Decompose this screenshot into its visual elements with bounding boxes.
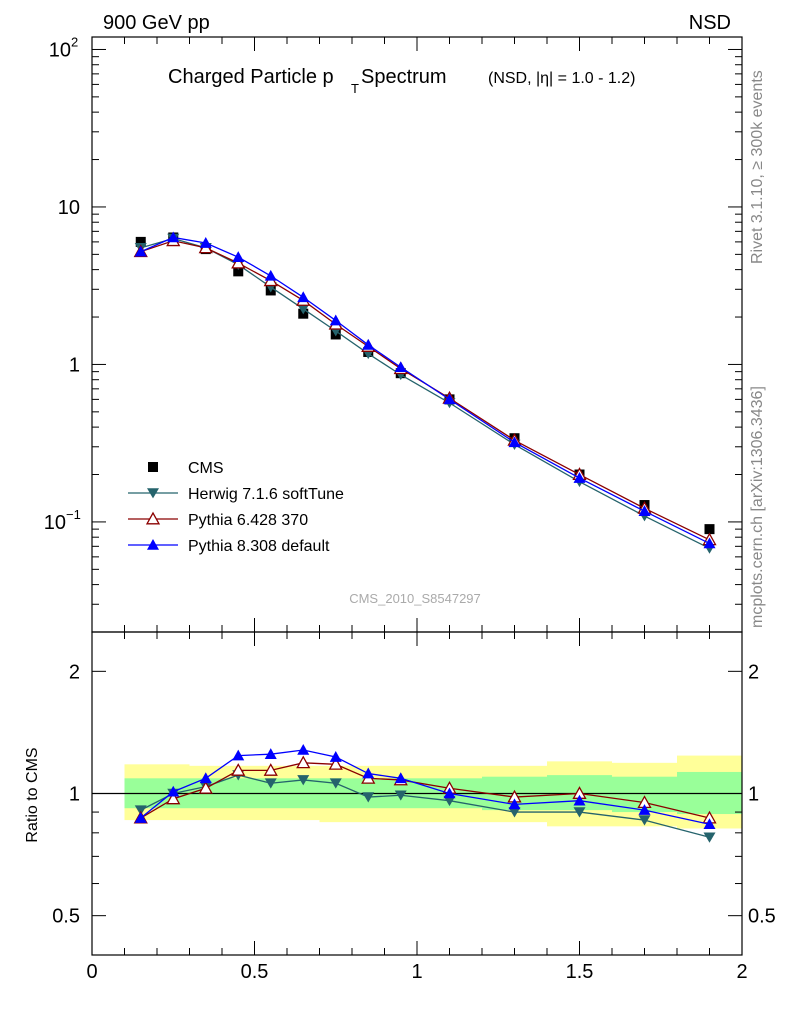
x-tick-label: 0.5: [241, 961, 269, 983]
y-tick-label-exponent: 2: [71, 34, 78, 49]
ratio-data-point: [296, 755, 311, 769]
legend-marker: [148, 462, 158, 472]
ratio-data-point: [134, 805, 147, 816]
legend-label: Pythia 8.308 default: [188, 538, 330, 555]
ratio-data-point: [394, 772, 407, 784]
chart-subtitle: (NSD, |η| = 1.0 - 1.2): [488, 70, 635, 87]
chart-title-rest: Spectrum: [361, 66, 447, 88]
ratio-data-point: [297, 775, 310, 786]
data-point: [508, 436, 521, 448]
legend-entry: Pythia 6.428 370: [128, 511, 308, 529]
ratio-data-point: [166, 791, 181, 805]
series-pythia: [134, 231, 716, 549]
ratio-data-point: [199, 772, 212, 784]
ratio-y-tick-label-right: 1: [748, 784, 759, 806]
ratio-data-point: [703, 818, 716, 830]
ratio-data-point: [508, 798, 521, 810]
ratio-data-point: [329, 751, 342, 762]
chart-title: Charged Particle p: [168, 66, 334, 88]
data-point: [167, 231, 180, 243]
data-point: [264, 269, 277, 281]
analysis-label: CMS_2010_S8547297: [349, 591, 481, 606]
data-point: [573, 472, 586, 483]
data-point: [362, 338, 375, 350]
y-tick-label: 10: [58, 197, 80, 219]
y-tick-label: 10: [49, 39, 71, 61]
ratio-data-point: [362, 792, 375, 803]
ratio-data-point: [134, 812, 147, 823]
x-tick-label: 0: [86, 961, 97, 983]
data-point: [297, 291, 310, 303]
ratio-data-point: [703, 832, 716, 843]
data-point: [231, 255, 246, 269]
legend-entry: Herwig 7.1.6 softTune: [128, 486, 344, 503]
ratio-y-tick-label: 0.5: [52, 906, 80, 928]
ratio-y-tick-label: 2: [69, 661, 80, 683]
legend-label: Herwig 7.1.6 softTune: [188, 486, 344, 503]
ratio-plot: 0.5 0.5 1 1 2 2 0 0.5 1 1.5 2: [52, 631, 776, 983]
x-tick-label: 1.5: [566, 961, 594, 983]
y-tick-label: 10: [44, 512, 66, 534]
ratio-data-point: [573, 807, 586, 818]
ratio-ylabel: Ratio to CMS: [24, 747, 41, 842]
data-point: [199, 237, 212, 248]
ratio-data-point: [443, 787, 456, 799]
ratio-data-point: [638, 804, 651, 815]
ratio-series-line: [140, 762, 710, 819]
data-point: [329, 314, 342, 326]
data-point: [638, 505, 651, 516]
ratio-data-point: [329, 778, 342, 789]
energy-label: 900 GeV pp: [103, 12, 210, 34]
series-herwig: [134, 233, 716, 554]
ratio-y-tick-label: 1: [69, 784, 80, 806]
legend-marker: [147, 488, 159, 499]
ratio-data-point: [264, 778, 277, 789]
ratio-data-point: [297, 743, 310, 755]
data-point: [233, 266, 244, 277]
data-point: [232, 251, 245, 262]
ratio-data-point: [362, 767, 375, 779]
ratio-data-point: [198, 780, 213, 794]
legend-marker: [145, 511, 161, 525]
y-tick-label-exponent: −1: [66, 507, 81, 522]
legend-label: Pythia 6.428 370: [188, 512, 308, 529]
legend: CMS Herwig 7.1.6 softTune Pythia 6.428 370…: [128, 460, 344, 555]
data-point: [394, 361, 407, 373]
legend-entry: Pythia 8.308 default: [128, 538, 330, 555]
data-point: [703, 537, 716, 549]
ratio-data-point: [231, 763, 246, 776]
legend-entry: CMS: [148, 460, 224, 477]
ratio-data-point: [508, 807, 521, 818]
legend-label: CMS: [188, 460, 224, 477]
ratio-data-point: [573, 794, 586, 806]
ratio-data-point: [638, 815, 651, 826]
data-point: [135, 236, 146, 247]
series-line: [140, 236, 710, 545]
mcplots-label: mcplots.cern.ch [arXiv:1306.3436]: [749, 386, 766, 628]
ratio-data-point: [264, 748, 277, 759]
y-tick-label: 1: [69, 354, 80, 376]
ratio-data-point: [443, 795, 456, 807]
legend-marker: [147, 539, 159, 550]
chart-title-subscript: T: [351, 81, 359, 96]
ratio-data-point: [232, 749, 245, 761]
data-point: [704, 524, 715, 535]
ratio-data-point: [263, 763, 278, 776]
x-tick-label: 2: [736, 961, 747, 983]
ratio-data-point: [167, 785, 180, 797]
ratio-series-line: [140, 749, 710, 825]
data-point: [297, 304, 310, 315]
ratio-y-tick-label-right: 2: [748, 661, 759, 683]
rivet-version-label: Rivet 3.1.10, ≥ 300k events: [749, 70, 766, 264]
ratio-y-tick-label-right: 0.5: [748, 906, 776, 928]
ratio-series-pythia: [134, 743, 716, 830]
data-point: [443, 393, 456, 405]
ratio-data-point: [328, 756, 343, 770]
process-label: NSD: [689, 12, 731, 34]
ratio-data-point: [394, 790, 407, 801]
data-point: [134, 245, 147, 257]
x-tick-label: 1: [411, 961, 422, 983]
